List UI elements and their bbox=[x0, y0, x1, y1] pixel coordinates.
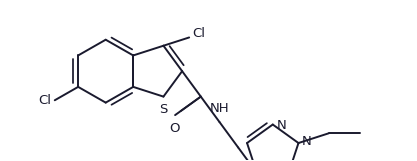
Text: Cl: Cl bbox=[38, 94, 51, 107]
Text: N: N bbox=[277, 119, 286, 132]
Text: Cl: Cl bbox=[192, 27, 205, 40]
Text: S: S bbox=[159, 104, 168, 117]
Text: O: O bbox=[169, 122, 179, 135]
Text: NH: NH bbox=[210, 102, 229, 115]
Text: N: N bbox=[301, 135, 311, 148]
